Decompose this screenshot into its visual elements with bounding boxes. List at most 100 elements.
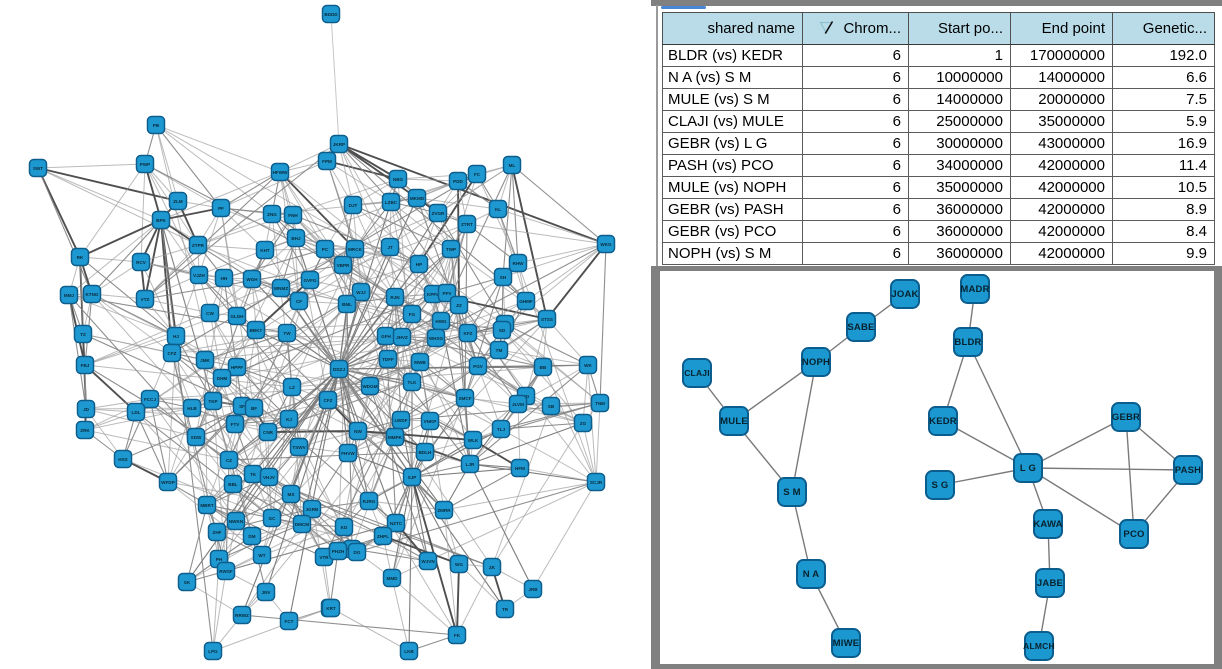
svg-text:KJ: KJ xyxy=(286,417,292,422)
svg-text:ZHPL: ZHPL xyxy=(377,534,389,539)
svg-text:TM: TM xyxy=(496,348,503,353)
svg-text:CNR: CNR xyxy=(263,430,274,435)
svg-text:WJJ: WJJ xyxy=(356,290,366,295)
svg-text:ALMCH: ALMCH xyxy=(1023,641,1055,651)
svg-text:TW: TW xyxy=(283,331,291,336)
svg-text:GLDH: GLDH xyxy=(230,314,244,319)
svg-text:SF: SF xyxy=(239,404,245,409)
svg-text:ZK: ZK xyxy=(489,565,496,570)
svg-text:JHVZ: JHVZ xyxy=(396,335,408,340)
svg-text:HFWW: HFWW xyxy=(273,170,288,175)
svg-text:FHVW: FHVW xyxy=(341,451,355,456)
svg-text:KEDR: KEDR xyxy=(929,416,957,427)
svg-text:PGV: PGV xyxy=(473,364,484,369)
svg-text:LPG: LPG xyxy=(208,649,218,654)
svg-text:TWP: TWP xyxy=(446,247,456,252)
svg-text:MIWE: MIWE xyxy=(833,638,860,649)
svg-text:MWB: MWB xyxy=(414,360,426,365)
svg-text:WDGM: WDGM xyxy=(362,384,377,389)
svg-text:PFV: PFV xyxy=(443,291,453,296)
svg-text:CFZ: CFZ xyxy=(324,398,333,403)
svg-text:SMCF: SMCF xyxy=(458,396,471,401)
svg-text:PF: PF xyxy=(218,206,224,211)
svg-text:RCV: RCV xyxy=(136,260,147,265)
svg-text:FC: FC xyxy=(474,172,481,177)
svg-text:MMJ: MMJ xyxy=(64,293,75,298)
svg-text:CLAJI: CLAJI xyxy=(684,368,710,378)
svg-text:JT: JT xyxy=(387,245,393,250)
svg-text:DDZJ: DDZJ xyxy=(333,367,345,372)
svg-text:VJZH: VJZH xyxy=(193,273,205,278)
svg-text:JABE: JABE xyxy=(1037,578,1063,589)
svg-text:FG: FG xyxy=(409,312,416,317)
svg-text:TDFF: TDFF xyxy=(382,357,394,362)
svg-text:MADR: MADR xyxy=(960,284,989,295)
svg-text:FTV: FTV xyxy=(231,422,241,427)
svg-text:N A: N A xyxy=(803,569,820,580)
svg-text:BDLH: BDLH xyxy=(419,450,432,455)
svg-text:TR: TR xyxy=(502,607,509,612)
svg-text:GC: GC xyxy=(269,516,277,521)
svg-text:KFZ: KFZ xyxy=(464,331,473,336)
svg-text:LJR: LJR xyxy=(466,462,475,467)
svg-text:KHT: KHT xyxy=(260,248,270,253)
svg-text:S M: S M xyxy=(783,487,801,498)
svg-text:ZLM: ZLM xyxy=(173,199,183,204)
svg-text:MMPK: MMPK xyxy=(388,435,403,440)
svg-text:PASH: PASH xyxy=(1175,465,1202,476)
svg-text:RRWZ: RRWZ xyxy=(235,613,249,618)
svg-text:HWG: HWG xyxy=(435,319,447,324)
svg-text:KD: KD xyxy=(341,525,348,530)
svg-text:JGRB: JGRB xyxy=(306,507,319,512)
svg-text:DG: DG xyxy=(354,550,361,555)
svg-text:ZTPR: ZTPR xyxy=(192,243,205,248)
svg-text:JOAK: JOAK xyxy=(891,289,918,300)
svg-text:HJ: HJ xyxy=(173,334,179,339)
svg-text:GVFG: GVFG xyxy=(303,278,316,283)
svg-text:TLK: TLK xyxy=(408,380,418,385)
svg-text:SDW: SDW xyxy=(191,435,202,440)
svg-text:FNH: FNH xyxy=(288,213,298,218)
svg-text:L G: L G xyxy=(1020,463,1036,474)
svg-text:GHMF: GHMF xyxy=(519,299,533,304)
svg-text:RJN: RJN xyxy=(390,295,400,300)
svg-text:TZ: TZ xyxy=(80,332,86,337)
svg-text:JKRP: JKRP xyxy=(333,142,345,147)
svg-text:JLVM: JLVM xyxy=(512,402,524,407)
svg-text:WG: WG xyxy=(455,562,463,567)
svg-text:SABE: SABE xyxy=(847,322,874,333)
svg-text:JD: JD xyxy=(83,407,90,412)
svg-text:CFZ: CFZ xyxy=(168,351,177,356)
svg-text:MULE: MULE xyxy=(720,416,748,427)
svg-text:SH: SH xyxy=(500,275,507,280)
svg-text:KAWA: KAWA xyxy=(1033,519,1062,530)
svg-text:SJP: SJP xyxy=(408,475,417,480)
svg-text:TLJ: TLJ xyxy=(497,427,506,432)
svg-text:NWKN: NWKN xyxy=(229,519,244,524)
svg-text:LZBC: LZBC xyxy=(385,200,398,205)
svg-text:CF: CF xyxy=(296,299,302,304)
svg-text:ZMRR: ZMRR xyxy=(437,508,451,513)
svg-text:DM: DM xyxy=(248,534,255,539)
svg-text:HH: HH xyxy=(221,276,228,281)
svg-text:GFH: GFH xyxy=(381,334,391,339)
svg-text:MS: MS xyxy=(288,492,295,497)
svg-text:KL: KL xyxy=(495,207,501,212)
svg-text:FBJ: FBJ xyxy=(81,363,90,368)
svg-text:BB: BB xyxy=(540,365,547,370)
svg-text:S G: S G xyxy=(932,480,949,491)
svg-text:TKP: TKP xyxy=(208,399,217,404)
svg-text:SK: SK xyxy=(184,580,191,585)
svg-text:BLDR: BLDR xyxy=(954,337,981,348)
svg-text:WT: WT xyxy=(258,553,265,558)
svg-text:JNV: JNV xyxy=(262,590,272,595)
svg-text:LDL: LDL xyxy=(132,410,141,415)
svg-text:MRCK: MRCK xyxy=(348,247,362,252)
svg-text:VNKP: VNKP xyxy=(424,419,437,424)
svg-text:MKMD: MKMD xyxy=(410,196,425,201)
svg-text:FK: FK xyxy=(454,633,461,638)
svg-text:FPM: FPM xyxy=(322,159,332,164)
svg-text:BHJ: BHJ xyxy=(291,236,301,241)
svg-text:PHZH: PHZH xyxy=(332,549,345,554)
svg-text:DJT: DJT xyxy=(349,203,358,208)
